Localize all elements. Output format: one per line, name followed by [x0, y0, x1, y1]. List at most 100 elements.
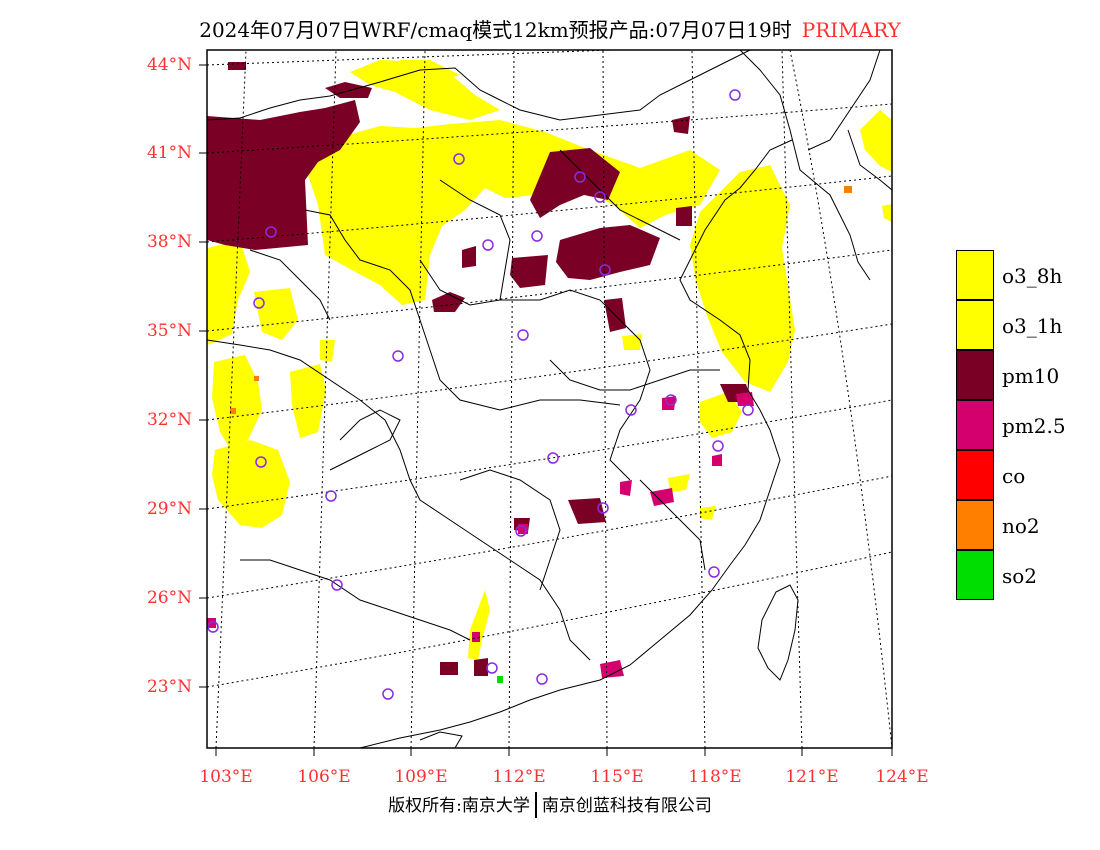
boundaries — [207, 50, 892, 748]
pm10-area-shaanxi — [462, 246, 476, 268]
province-2 — [419, 179, 511, 306]
station-marker — [515, 525, 527, 537]
pm25-areas — [207, 392, 754, 678]
legend-swatch — [956, 550, 994, 600]
pm25-area-shanghai — [736, 392, 754, 406]
taiwan — [757, 584, 799, 681]
o3-area-top — [400, 60, 460, 82]
station-marker — [486, 662, 498, 674]
lat-label-44n: 44°N — [146, 55, 192, 75]
station-marker — [207, 621, 219, 633]
legend-swatch — [956, 400, 994, 450]
station-marker — [392, 350, 404, 362]
station-marker — [482, 239, 494, 251]
legend-label: no2 — [1002, 514, 1040, 538]
lon-label-106e: 106°E — [297, 767, 351, 787]
o3-areas — [207, 60, 892, 660]
pm10-area-gd — [474, 658, 488, 676]
no2-areas — [230, 186, 852, 414]
legend-label: pm10 — [1002, 364, 1060, 388]
station-marker — [594, 191, 606, 203]
station-marker — [517, 329, 529, 341]
station-marker — [255, 456, 267, 468]
station-marker — [531, 230, 543, 242]
map-title: 2024年07月07日WRF/cmaq模式12km预报产品:07月07日19时 P… — [0, 14, 1100, 43]
pm10-area-mongolia — [207, 100, 360, 250]
no2-area-west-2 — [254, 376, 259, 381]
station-marker — [331, 579, 343, 591]
no2-area-west — [230, 408, 236, 414]
station-marker — [325, 490, 337, 502]
copyright-footer: 版权所有:南京大学 南京创蓝科技有限公司 — [0, 791, 1100, 818]
legend-label: so2 — [1002, 564, 1038, 588]
coastline — [359, 50, 871, 748]
station-marker — [265, 226, 277, 238]
title-text: 2024年07月07日WRF/cmaq模式12km预报产品:07月07日19时 — [199, 18, 792, 42]
province-9 — [559, 149, 681, 241]
map-frame — [206, 49, 893, 749]
province-1 — [304, 209, 621, 411]
province-7 — [459, 469, 561, 591]
legend-swatch — [956, 500, 994, 550]
pm25-area-fujian — [650, 488, 674, 506]
lon-label-103e: 103°E — [199, 767, 253, 787]
legend-label: co — [1002, 464, 1026, 488]
province-8 — [639, 479, 706, 571]
title-tag: PRIMARY — [801, 18, 901, 42]
o3-area-guangxi — [468, 590, 490, 660]
station-marker — [625, 404, 637, 416]
station-marker — [729, 89, 741, 101]
o3-area-inner-mongolia — [350, 60, 500, 120]
o3-area-west-4 — [290, 364, 326, 438]
lat-label-38n: 38°N — [146, 232, 192, 252]
province-10 — [549, 359, 720, 391]
lat-label-26n: 26°N — [146, 588, 192, 608]
pm10-area-hubei — [568, 498, 606, 524]
station-markers — [207, 89, 754, 700]
province-11 — [249, 249, 331, 321]
legend-swatch — [956, 300, 994, 350]
province-6 — [329, 409, 401, 471]
station-marker — [742, 404, 754, 416]
lon-label-115e: 115°E — [590, 767, 644, 787]
station-marker — [547, 452, 559, 464]
pm10-area-hebei — [676, 206, 692, 226]
o3-area-jiangsu — [700, 392, 742, 438]
lat-label-35n: 35°N — [146, 321, 192, 341]
graticule — [207, 50, 892, 748]
o3-area-korea — [860, 110, 892, 172]
so2-area-guangdong — [497, 676, 503, 683]
station-marker — [253, 297, 265, 309]
province-3 — [500, 289, 651, 481]
pm25-area-guangdong — [600, 660, 624, 678]
station-marker — [597, 502, 609, 514]
station-marker — [536, 673, 548, 685]
o3-area-west-5 — [320, 340, 335, 362]
o3-area-henan — [622, 334, 642, 350]
o3-area-sichuan — [212, 440, 290, 528]
legend-swatch — [956, 350, 994, 400]
korea-coast — [807, 50, 892, 191]
axis-ticks — [199, 64, 893, 756]
lon-label-121e: 121°E — [785, 767, 839, 787]
legend-swatch — [956, 250, 994, 300]
legend-label: o3_1h — [1002, 314, 1063, 338]
o3-area-east-coast — [690, 165, 795, 392]
o3-area-zhejiang — [668, 474, 690, 492]
footer-divider — [534, 792, 537, 818]
footer-right: 南京创蓝科技有限公司 — [541, 796, 712, 816]
o3-area-west-3 — [212, 355, 262, 452]
lon-label-109e: 109°E — [394, 767, 448, 787]
lon-label-112e: 112°E — [492, 767, 546, 787]
pm10-area-liaoning — [672, 116, 690, 134]
lon-label-118e: 118°E — [688, 767, 742, 787]
mongolia-border — [207, 50, 751, 121]
legend-swatch — [956, 450, 994, 500]
pm10-area-henan — [432, 292, 465, 312]
lat-label-41n: 41°N — [146, 143, 192, 163]
pm10-area-north-china — [556, 225, 660, 280]
o3-area-north — [303, 120, 720, 305]
no2-area-korea — [844, 186, 852, 193]
o3-area-korea-south — [882, 204, 892, 222]
footer-left: 版权所有:南京大学 — [388, 796, 530, 816]
